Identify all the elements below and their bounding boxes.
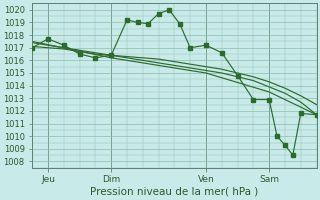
X-axis label: Pression niveau de la mer( hPa ): Pression niveau de la mer( hPa ) [90, 187, 259, 197]
